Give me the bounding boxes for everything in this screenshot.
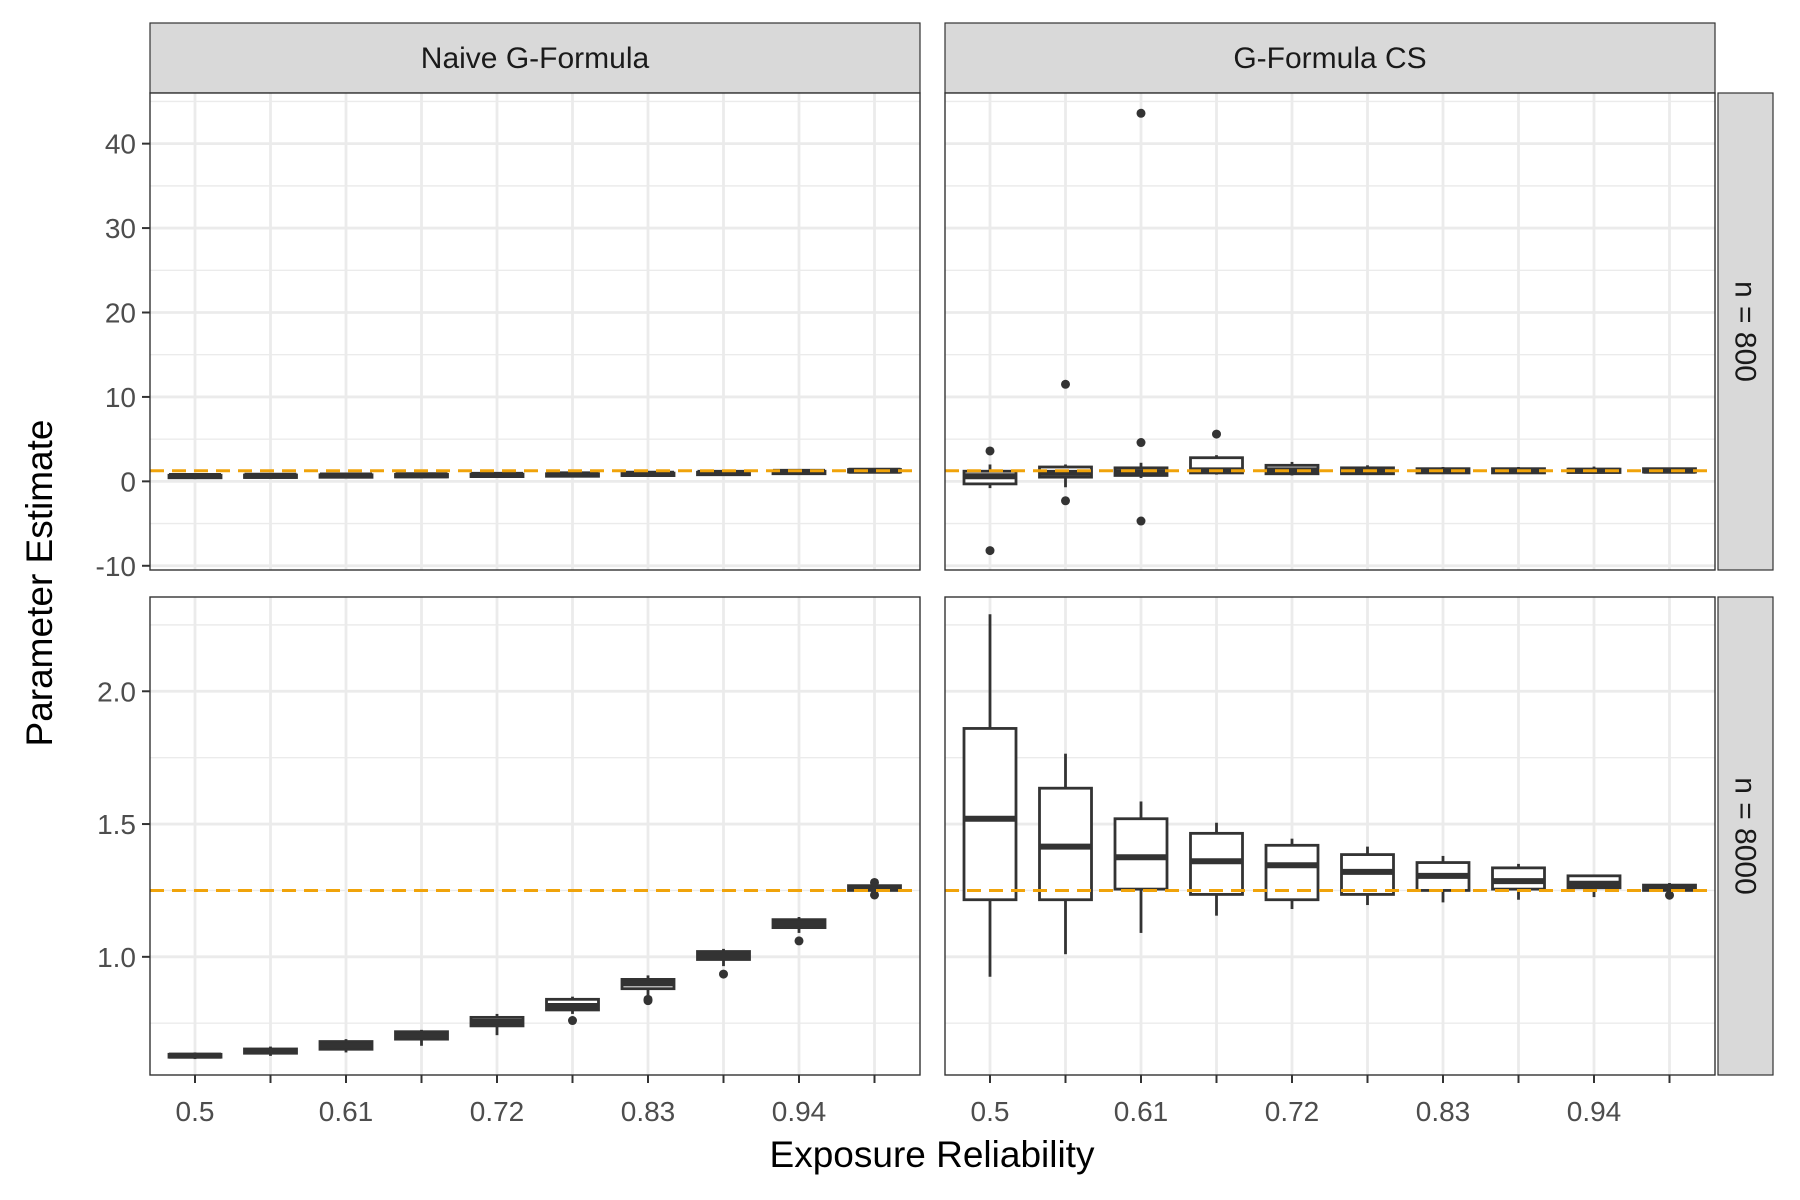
y-axis-title: Parameter Estimate — [19, 420, 60, 747]
x-tick-label: 0.61 — [1114, 1096, 1169, 1127]
panel-border — [149, 92, 921, 571]
panel-border — [944, 596, 1716, 1076]
y-tick-label: 1.5 — [97, 809, 136, 840]
outlier-point — [568, 1016, 577, 1026]
outlier-point — [985, 446, 995, 456]
x-tick-label: 0.94 — [1567, 1096, 1622, 1127]
panel-background — [150, 597, 920, 1075]
outlier-point — [643, 996, 653, 1006]
outlier-point — [870, 877, 879, 887]
x-tick-label: 0.83 — [621, 1096, 676, 1127]
x-tick-label: 0.94 — [772, 1096, 827, 1127]
y-tick-label: 0 — [120, 466, 136, 497]
panel-background — [150, 93, 920, 570]
facet-strip-naive-g-formula — [149, 22, 921, 94]
facet-strip-label: Naive G-Formula — [421, 42, 650, 75]
facet-strip-n-8000 — [1717, 596, 1774, 1076]
x-tick-label: 0.5 — [971, 1096, 1010, 1127]
outlier-point — [1061, 496, 1070, 506]
facet-strip-label: n = 8000 — [1729, 777, 1762, 895]
outlier-point — [1136, 438, 1146, 448]
outlier-point — [1136, 108, 1146, 118]
outlier-point — [985, 546, 995, 556]
outlier-point — [794, 936, 804, 946]
outlier-point — [1136, 516, 1146, 526]
outlier-point — [1061, 379, 1070, 389]
outlier-point — [870, 890, 879, 900]
x-tick-label: 0.72 — [1265, 1096, 1320, 1127]
x-tick-label: 0.83 — [1416, 1096, 1471, 1127]
y-tick-label: -10 — [96, 551, 136, 582]
y-tick-label: 20 — [105, 298, 136, 329]
panel-border — [149, 596, 921, 1076]
y-tick-label: 2.0 — [97, 676, 136, 707]
outlier-point — [719, 969, 728, 979]
facet-strip-n-800 — [1717, 92, 1774, 571]
outlier-point — [1665, 890, 1674, 900]
box-body — [1113, 817, 1169, 891]
facet-strip-label: n = 800 — [1729, 281, 1762, 382]
panel-border — [944, 92, 1716, 571]
facet-strip-label: G-Formula CS — [1233, 42, 1426, 75]
outlier-point — [1212, 429, 1221, 439]
x-axis-title: Exposure Reliability — [770, 1134, 1095, 1175]
box-body — [962, 727, 1018, 902]
panel-background — [945, 93, 1715, 570]
y-tick-label: 40 — [105, 129, 136, 160]
y-tick-label: 1.0 — [97, 942, 136, 973]
x-tick-label: 0.72 — [470, 1096, 525, 1127]
x-tick-label: 0.61 — [319, 1096, 374, 1127]
facet-strip-g-formula-cs — [944, 22, 1716, 94]
x-tick-label: 0.5 — [176, 1096, 215, 1127]
y-tick-label: 10 — [105, 382, 136, 413]
y-tick-label: 30 — [105, 213, 136, 244]
